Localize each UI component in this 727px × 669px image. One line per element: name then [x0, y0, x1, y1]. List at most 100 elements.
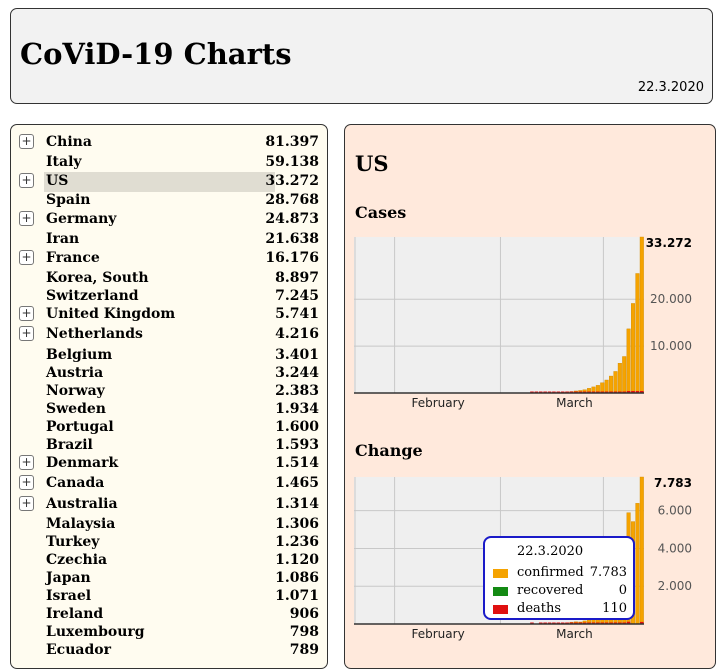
country-name[interactable]: Korea, South [46, 269, 149, 287]
list-item[interactable]: + United Kingdom 5.741 [11, 305, 327, 323]
country-value: 1.071 [275, 587, 319, 605]
country-name[interactable]: Luxembourg [46, 623, 145, 641]
country-name[interactable]: United Kingdom [46, 305, 175, 323]
country-name[interactable]: Norway [46, 382, 105, 400]
country-value: 1.120 [275, 551, 319, 569]
list-item[interactable]: Switzerland 7.245 [11, 287, 327, 305]
expand-button[interactable]: + [19, 211, 34, 226]
page-title: CoViD-19 Charts [20, 37, 292, 71]
list-item[interactable]: Austria 3.244 [11, 364, 327, 382]
country-name[interactable]: Portugal [46, 418, 114, 436]
expand-button[interactable]: + [19, 455, 34, 470]
country-value: 1.086 [275, 569, 319, 587]
expand-button[interactable]: + [19, 250, 34, 265]
tooltip-value-confirmed: 7.783 [590, 565, 627, 580]
country-value: 24.873 [265, 210, 319, 228]
bar-confirmed [605, 380, 609, 393]
country-value: 21.638 [265, 230, 319, 248]
tooltip-date: 22.3.2020 [517, 544, 583, 559]
country-name[interactable]: Denmark [46, 454, 118, 472]
list-item[interactable]: Turkey 1.236 [11, 533, 327, 551]
y-tick-label: 10.000 [650, 339, 692, 353]
list-item[interactable]: + Netherlands 4.216 [11, 325, 327, 343]
country-name[interactable]: Brazil [46, 436, 93, 454]
country-name[interactable]: Japan [46, 569, 91, 587]
list-item[interactable]: Luxembourg 798 [11, 623, 327, 641]
country-value: 16.176 [265, 249, 319, 267]
country-name[interactable]: France [46, 249, 100, 267]
country-name[interactable]: Czechia [46, 551, 107, 569]
bar-confirmed [636, 503, 640, 624]
plot-area [354, 237, 644, 393]
country-value: 4.216 [275, 325, 319, 343]
list-item[interactable]: Israel 1.071 [11, 587, 327, 605]
country-name[interactable]: Ecuador [46, 641, 111, 659]
change-chart-title: Change [355, 441, 423, 460]
expand-button[interactable]: + [19, 173, 34, 188]
detail-country-title: US [355, 151, 388, 176]
list-item[interactable]: Iran 21.638 [11, 230, 327, 248]
country-name[interactable]: Turkey [46, 533, 99, 551]
country-name[interactable]: Belgium [46, 346, 112, 364]
country-value: 5.741 [275, 305, 319, 323]
max-value-label: 7.783 [654, 476, 692, 490]
expand-button[interactable]: + [19, 475, 34, 490]
country-name[interactable]: Canada [46, 474, 104, 492]
country-value: 3.244 [275, 364, 319, 382]
country-name[interactable]: Sweden [46, 400, 106, 418]
country-name[interactable]: Malaysia [46, 515, 115, 533]
country-value: 7.245 [275, 287, 319, 305]
country-name[interactable]: Netherlands [46, 325, 143, 343]
country-name[interactable]: Iran [46, 230, 79, 248]
list-item[interactable]: + Germany 24.873 [11, 210, 327, 228]
country-name[interactable]: US [46, 172, 68, 190]
country-value: 2.383 [275, 382, 319, 400]
country-name[interactable]: China [46, 133, 92, 151]
country-name[interactable]: Germany [46, 210, 116, 228]
list-item[interactable]: Ecuador 789 [11, 641, 327, 659]
list-item[interactable]: Czechia 1.120 [11, 551, 327, 569]
bar-confirmed [631, 303, 635, 393]
country-name[interactable]: Ireland [46, 605, 103, 623]
list-item[interactable]: + France 16.176 [11, 249, 327, 267]
country-name[interactable]: Australia [46, 495, 118, 513]
country-name[interactable]: Israel [46, 587, 91, 605]
list-item[interactable]: Japan 1.086 [11, 569, 327, 587]
expand-button[interactable]: + [19, 326, 34, 341]
list-item[interactable]: Norway 2.383 [11, 382, 327, 400]
bar-confirmed [600, 383, 604, 393]
expand-button[interactable]: + [19, 496, 34, 511]
cases-chart-title: Cases [355, 203, 406, 222]
bar-confirmed [618, 363, 622, 393]
country-value: 798 [290, 623, 319, 641]
expand-button[interactable]: + [19, 306, 34, 321]
deaths-swatch [493, 605, 508, 614]
country-name[interactable]: Italy [46, 153, 82, 171]
expand-button[interactable]: + [19, 134, 34, 149]
country-name[interactable]: Switzerland [46, 287, 139, 305]
bar-confirmed [636, 273, 640, 393]
tooltip-label-confirmed: confirmed [517, 565, 584, 580]
country-value: 1.236 [275, 533, 319, 551]
country-name[interactable]: Austria [46, 364, 103, 382]
country-name[interactable]: Spain [46, 191, 90, 209]
x-tick-label: February [412, 627, 465, 641]
country-value: 789 [290, 641, 319, 659]
y-tick-label: 4.000 [658, 541, 692, 555]
